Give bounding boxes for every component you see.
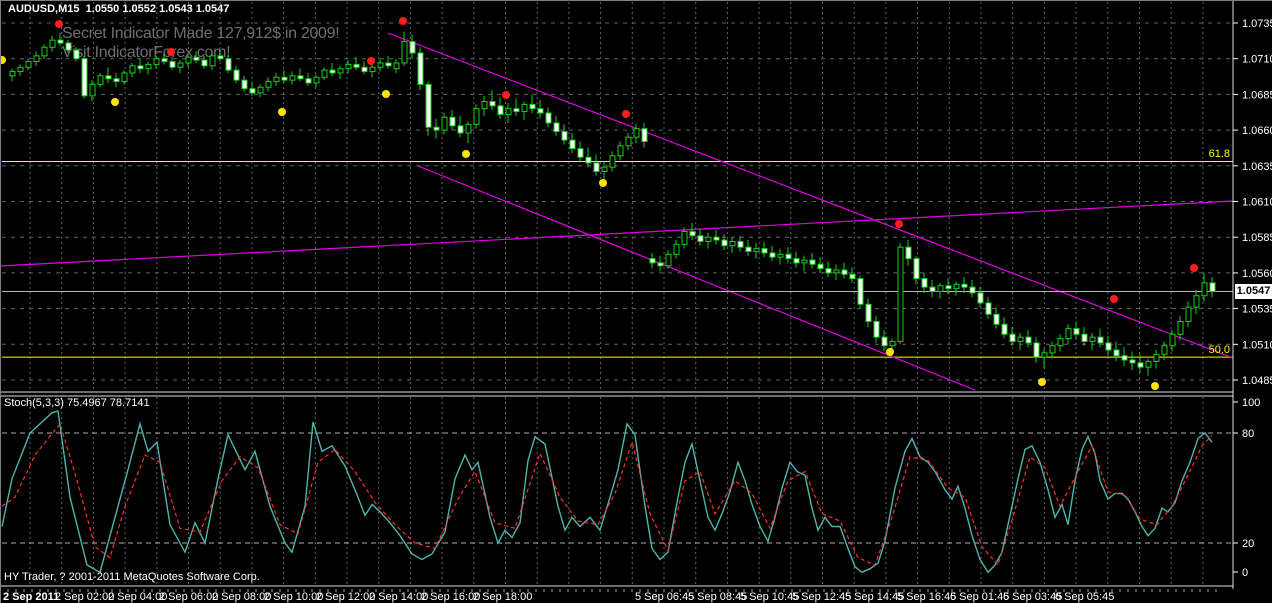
svg-text:1.0685: 1.0685 — [1242, 89, 1272, 101]
svg-text:2 Sep 04:00: 2 Sep 04:00 — [108, 591, 167, 603]
stoch-main-line — [1, 410, 1213, 574]
ohlc-quotes: 1.0550 1.0552 1.0543 1.0547 — [85, 3, 230, 15]
fib-lines-layer — [2, 161, 1233, 358]
svg-text:6 Sep 03:45: 6 Sep 03:45 — [1003, 591, 1062, 603]
svg-text:2 Sep 08:00: 2 Sep 08:00 — [212, 591, 271, 603]
svg-text:2 Sep 12:00: 2 Sep 12:00 — [316, 591, 375, 603]
svg-text:1.0510: 1.0510 — [1242, 339, 1272, 351]
buy-signal-dot — [462, 150, 470, 158]
trendlines-layer — [0, 32, 1234, 391]
signal-dots-layer — [0, 17, 1198, 390]
buy-signal-dot — [1151, 382, 1159, 390]
svg-text:5 Sep 06:45: 5 Sep 06:45 — [635, 591, 694, 603]
svg-text:100: 100 — [1242, 397, 1260, 409]
sell-signal-dot — [1110, 295, 1118, 303]
svg-text:5 Sep 10:45: 5 Sep 10:45 — [740, 591, 799, 603]
current-price-box: 1.0547 — [1235, 284, 1272, 299]
svg-text:2 Sep 2011: 2 Sep 2011 — [3, 591, 59, 603]
svg-text:2 Sep 16:00: 2 Sep 16:00 — [421, 591, 480, 603]
svg-text:2 Sep 02:00: 2 Sep 02:00 — [55, 591, 114, 603]
svg-text:6 Sep 01:45: 6 Sep 01:45 — [950, 591, 1009, 603]
buy-signal-dot — [599, 179, 607, 187]
sell-signal-dot — [367, 57, 375, 65]
svg-text:1.0635: 1.0635 — [1242, 161, 1272, 173]
grid-layer — [2, 2, 1233, 585]
sell-signal-dot — [55, 20, 63, 28]
buy-signal-dot — [278, 108, 286, 116]
svg-text:6 Sep 05:45: 6 Sep 05:45 — [1055, 591, 1114, 603]
svg-text:1.0485: 1.0485 — [1242, 375, 1272, 387]
svg-text:2 Sep 14:00: 2 Sep 14:00 — [369, 591, 428, 603]
fib-level-label-618[interactable]: 61.8 — [1208, 148, 1230, 160]
candles-layer — [9, 31, 1216, 376]
svg-text:1.0610: 1.0610 — [1242, 197, 1272, 209]
sell-signal-dot — [622, 110, 630, 118]
symbol-period-label: AUDUSD,M15 — [8, 3, 80, 15]
svg-text:1.0735: 1.0735 — [1242, 18, 1272, 30]
svg-text:1.0585: 1.0585 — [1242, 232, 1272, 244]
svg-text:1.0535: 1.0535 — [1242, 304, 1272, 316]
stoch-indicator-label: Stoch(5,3,3) 75.4967 78.7141 — [4, 397, 150, 409]
svg-text:5 Sep 16:45: 5 Sep 16:45 — [897, 591, 956, 603]
buy-signal-dot — [0, 56, 6, 64]
sell-signal-dot — [167, 48, 175, 56]
copyright-text: HY Trader, ? 2001-2011 MetaQuotes Softwa… — [4, 571, 260, 583]
chart-title: AUDUSD,M15 1.0550 1.0552 1.0543 1.0547 — [8, 3, 229, 15]
stochastic-layer — [1, 410, 1213, 574]
svg-text:0: 0 — [1242, 567, 1248, 579]
svg-text:5 Sep 14:45: 5 Sep 14:45 — [845, 591, 904, 603]
svg-text:2 Sep 06:00: 2 Sep 06:00 — [159, 591, 218, 603]
svg-text:2 Sep 18:00: 2 Sep 18:00 — [473, 591, 532, 603]
buy-signal-dot — [886, 348, 894, 356]
svg-text:2 Sep 10:00: 2 Sep 10:00 — [264, 591, 323, 603]
sell-signal-dot — [1190, 264, 1198, 272]
watermark-line1: Secret Indicator Made 127,912$ in 2009! — [62, 25, 340, 42]
sell-signal-dot — [399, 17, 407, 25]
svg-text:80: 80 — [1242, 428, 1254, 440]
sell-signal-dot — [895, 220, 903, 228]
svg-text:5 Sep 08:45: 5 Sep 08:45 — [688, 591, 747, 603]
sell-signal-dot — [502, 91, 510, 99]
stoch-signal-line — [1, 422, 1213, 567]
svg-text:5 Sep 12:45: 5 Sep 12:45 — [792, 591, 851, 603]
buy-signal-dot — [1038, 378, 1046, 386]
svg-text:1.0710: 1.0710 — [1242, 54, 1272, 66]
price-axis-labels: 1.0735 1.0710 1.0685 1.0660 1.0635 1.0610 1.05… — [1233, 18, 1272, 579]
fib-level-label-500[interactable]: 50.0 — [1208, 344, 1230, 356]
buy-signal-dot — [111, 98, 119, 106]
svg-text:1.0560: 1.0560 — [1242, 268, 1272, 280]
svg-text:20: 20 — [1242, 538, 1254, 550]
buy-signal-dot — [382, 90, 390, 98]
svg-text:1.0660: 1.0660 — [1242, 125, 1272, 137]
